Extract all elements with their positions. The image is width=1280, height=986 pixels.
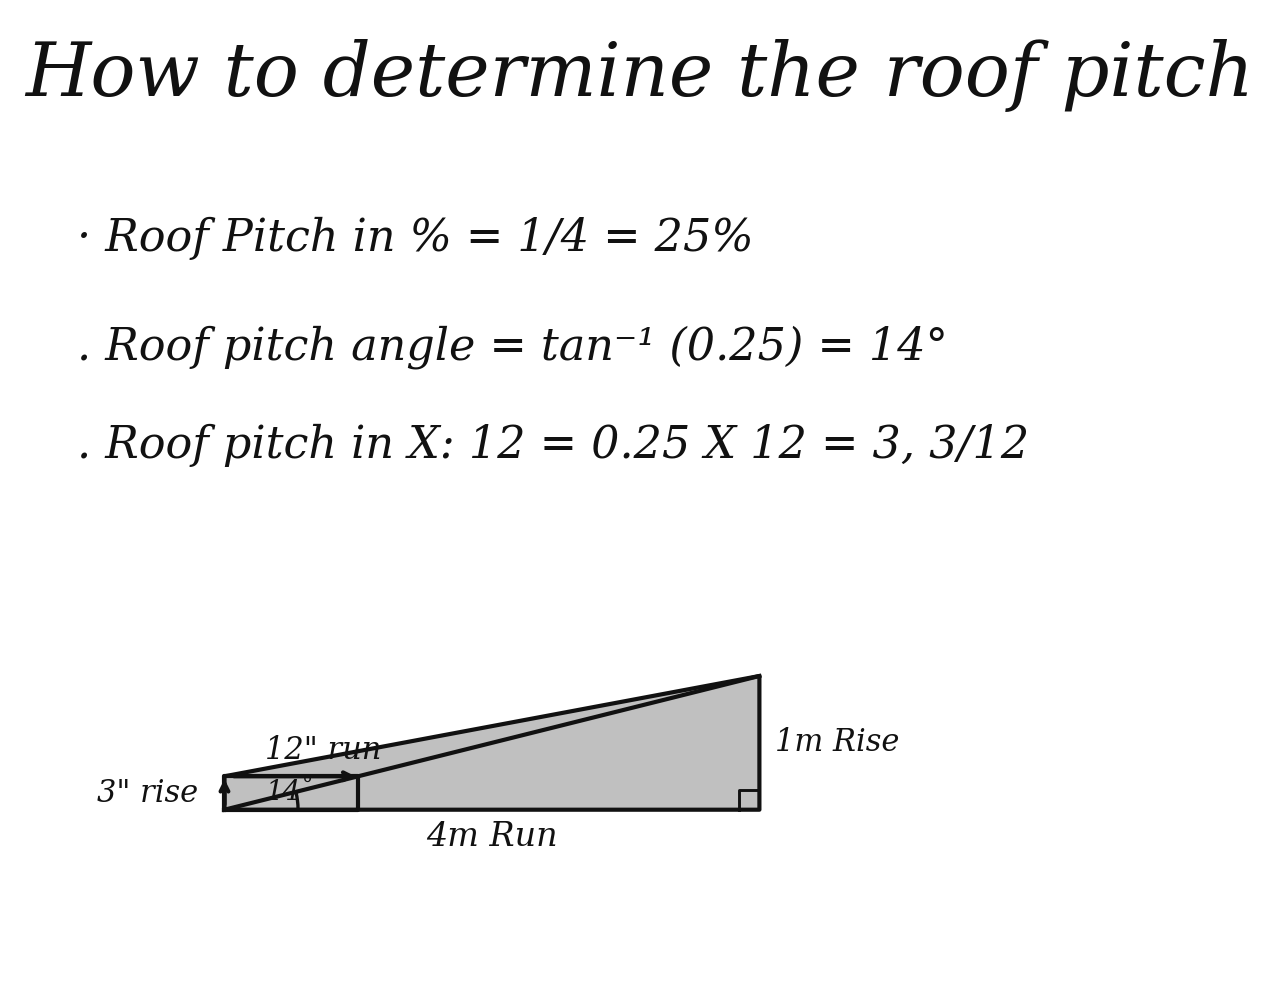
Text: 12" run: 12" run	[265, 735, 381, 765]
Text: 1m Rise: 1m Rise	[776, 728, 900, 758]
Text: · Roof Pitch in % = 1/4 = 25%: · Roof Pitch in % = 1/4 = 25%	[77, 217, 754, 260]
Text: How to determine the roof pitch: How to determine the roof pitch	[26, 39, 1254, 112]
Text: . Roof pitch in X: 12 = 0.25 X 12 = 3, 3/12: . Roof pitch in X: 12 = 0.25 X 12 = 3, 3…	[77, 424, 1029, 467]
Text: . Roof pitch angle = tan⁻¹ (0.25) = 14°: . Roof pitch angle = tan⁻¹ (0.25) = 14°	[77, 325, 947, 369]
Polygon shape	[224, 676, 759, 810]
Text: 3" rise: 3" rise	[97, 778, 198, 810]
Text: 14: 14	[265, 779, 300, 806]
Text: °: °	[302, 776, 314, 798]
Text: 4m Run: 4m Run	[426, 820, 558, 853]
